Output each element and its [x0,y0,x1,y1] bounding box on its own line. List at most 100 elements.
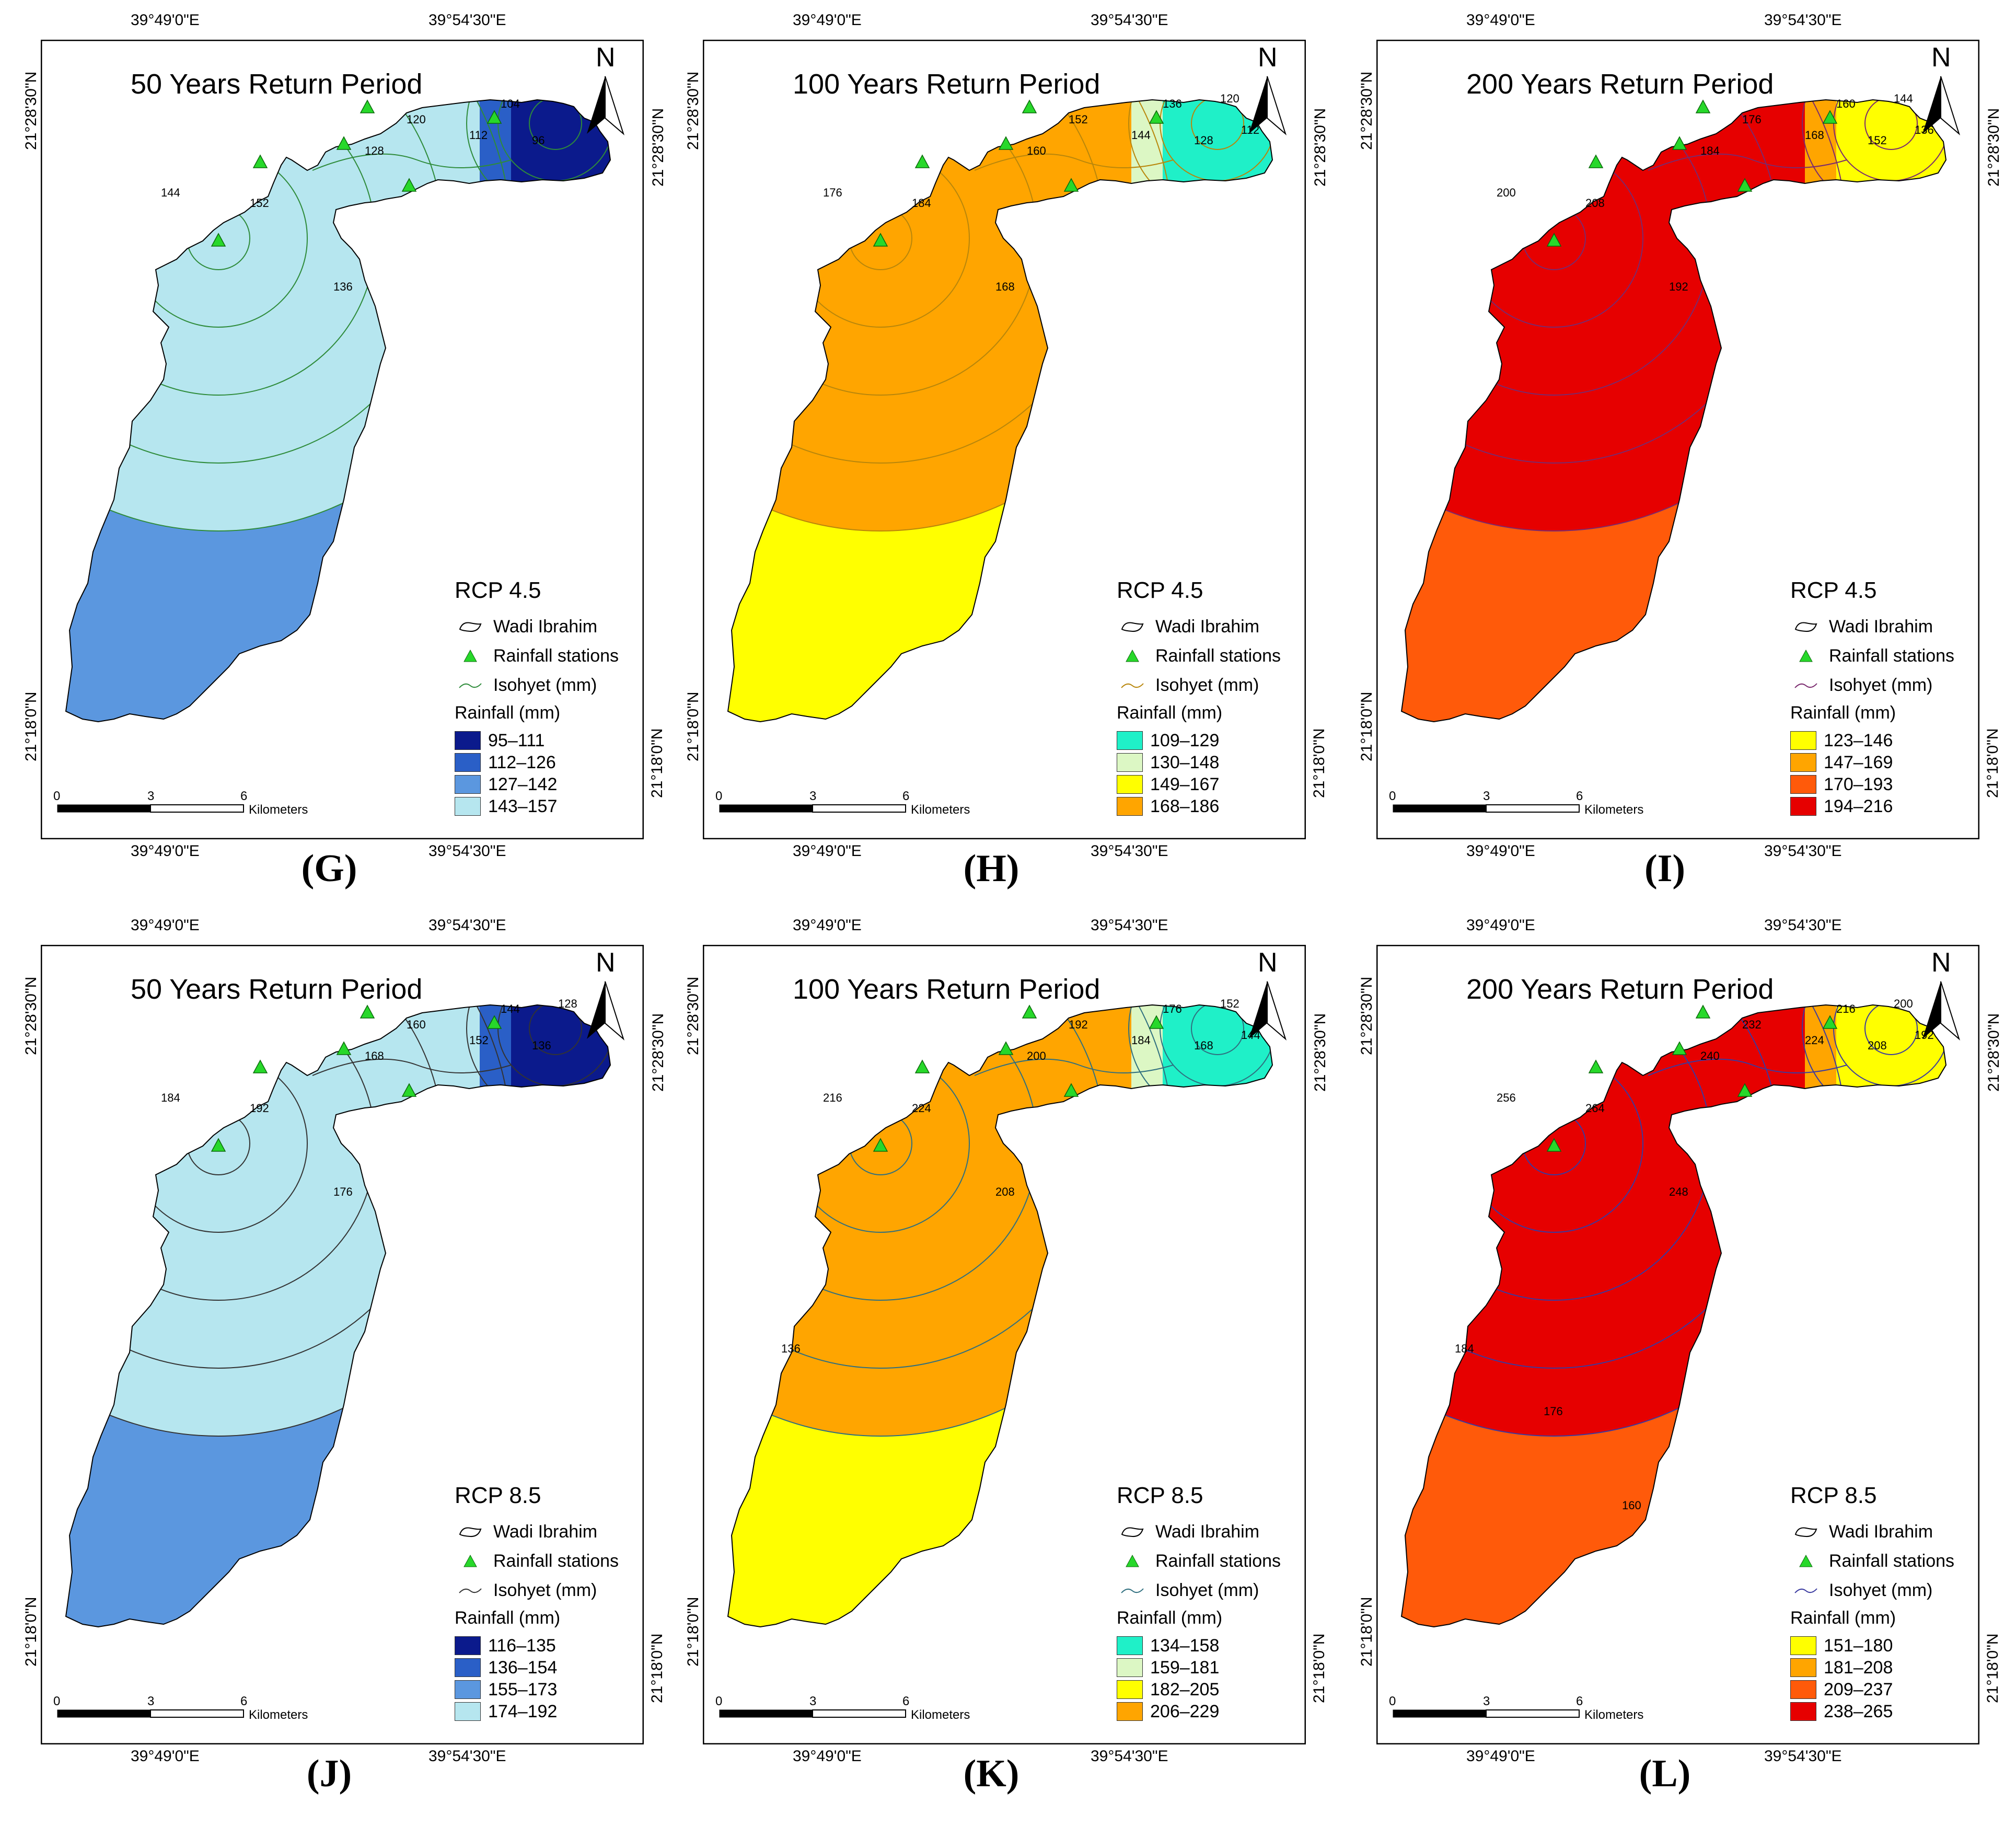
lat-label-left-bottom: 21°18'0"N [22,691,40,761]
legend-stations-label: Rainfall stations [1829,645,1955,666]
isohyet-label: 152 [1069,113,1088,126]
watershed-outline [1400,99,1947,723]
legend-swatch [1790,797,1816,816]
scale-tick-label: 6 [1576,789,1583,803]
station-marker [1737,1083,1753,1097]
scale-tick-label: 0 [53,1694,61,1708]
isohyet-label: 176 [823,186,842,199]
lat-label-left-bottom: 21°18'0"N [1358,691,1375,761]
station-marker [360,1004,375,1019]
lon-label-top-left: 39°49'0"E [131,11,200,29]
isohyet-line [312,1058,512,1076]
station-marker [1737,178,1753,192]
legend-swatch [1790,775,1816,794]
station-marker [336,136,352,150]
legend-swatch [455,731,481,750]
north-arrow-icon [1249,981,1287,1041]
map-title: 200 Years Return Period [1466,974,1774,1005]
legend-class: 116–135 [455,1635,619,1657]
scale-unit-label: Kilometers [1584,803,1644,817]
isohyet-symbol-icon [1790,1580,1822,1601]
isohyet-label: 224 [912,1102,931,1115]
legend-class: 123–146 [1790,730,1954,751]
isohyet-label: 128 [1194,134,1213,147]
isohyet-label: 152 [1868,134,1887,147]
legend-watershed: Wadi Ibrahim [455,612,619,641]
legend-class-label: 174–192 [488,1701,558,1721]
isohyet-label: 232 [1742,1018,1762,1031]
watershed-symbol-icon [455,1521,486,1542]
legend-class-label: 194–216 [1824,796,1893,816]
lon-label-bottom-left: 39°49'0"E [131,842,200,860]
map-frame: 224216208200192184176168152144136 [703,945,1306,1744]
isohyet-label: 168 [1194,1039,1213,1052]
lon-label-bottom-right: 39°54'30"E [1764,842,1842,860]
lat-label-left-top: 21°28'30"N [1358,71,1375,150]
watershed-outline [1400,1004,1947,1628]
station-symbol-icon [455,1551,486,1571]
isohyet-label: 136 [333,280,353,293]
isohyet-line [974,1058,1174,1076]
isohyet-label: 216 [823,1091,842,1104]
scale-tick-label: 3 [809,1694,817,1708]
legend-swatch [455,797,481,816]
legend-rainfall-title: Rainfall (mm) [1117,703,1223,723]
legend-stations-label: Rainfall stations [493,1551,619,1571]
isohyet-label: 152 [469,1034,489,1047]
legend-class-label: 159–181 [1150,1657,1220,1678]
isohyet-line [529,100,582,150]
north-label: N [1258,947,1278,978]
lon-label-bottom-left: 39°49'0"E [793,842,862,860]
scale-bar: 0 3 6 Kilometers [1389,1694,1664,1726]
scenario-label: RCP 4.5 [1790,577,1877,603]
legend-class-label: 155–173 [488,1679,558,1699]
legend-isohyet-label: Isohyet (mm) [1829,1580,1933,1600]
isohyet-label: 184 [1700,144,1720,157]
legend-class: 136–154 [455,1657,619,1679]
lon-label-top-left: 39°49'0"E [793,11,862,29]
isohyet-label: 160 [1622,1499,1641,1512]
isohyet-label: 136 [1163,97,1182,110]
isohyet-label: 160 [1027,144,1046,157]
isohyet-label: 168 [995,280,1015,293]
panel-caption: (L) [1639,1752,1691,1795]
legend-class-label: 147–169 [1824,752,1893,772]
legend-class-label: 238–265 [1824,1701,1893,1721]
legend-isohyet: Isohyet (mm) [1790,1576,1954,1605]
legend-class: 134–158 [1117,1635,1281,1657]
legend-class: 149–167 [1117,773,1281,795]
map-panel: 39°49'0"E 39°54'30"E 39°49'0"E 39°54'30"E 21… [662,905,1332,1795]
scale-tick-label: 6 [902,1694,910,1708]
legend-rainfall-title: Rainfall (mm) [1790,1608,1896,1628]
watershed-symbol-icon [455,616,486,637]
legend-rainfall-title: Rainfall (mm) [1117,1608,1223,1628]
scale-tick-label: 3 [1483,1694,1490,1708]
legend-swatch [455,775,481,794]
legend-class-label: 149–167 [1150,774,1220,794]
isohyet-label: 192 [250,1102,269,1115]
station-marker [1149,1015,1164,1029]
legend-class: 95–111 [455,730,619,751]
station-marker [401,1083,417,1097]
legend-stations: Rainfall stations [1117,1546,1281,1576]
station-marker [1695,99,1711,113]
lat-label-left-top: 21°28'30"N [22,976,40,1055]
lon-label-top-left: 39°49'0"E [131,917,200,934]
legend-class-label: 206–229 [1150,1701,1220,1721]
scale-tick-label: 0 [715,789,723,803]
isohyet-line [529,1005,582,1055]
legend-rainfall-title: Rainfall (mm) [455,703,561,723]
north-arrow-icon [587,76,625,136]
legend-class-label: 134–158 [1150,1635,1220,1656]
lat-label-left-top: 21°28'30"N [685,976,702,1055]
legend-watershed: Wadi Ibrahim [1117,612,1281,641]
legend-rainfall-title: Rainfall (mm) [1790,703,1896,723]
watershed-outline [727,99,1273,723]
north-label: N [1931,42,1951,73]
legend-swatch [1790,753,1816,772]
north-label: N [596,42,616,73]
isohyet-label: 96 [532,134,544,147]
station-marker [914,154,930,168]
legend-swatch [1790,1658,1816,1677]
isohyet-label: 184 [1455,1342,1474,1355]
